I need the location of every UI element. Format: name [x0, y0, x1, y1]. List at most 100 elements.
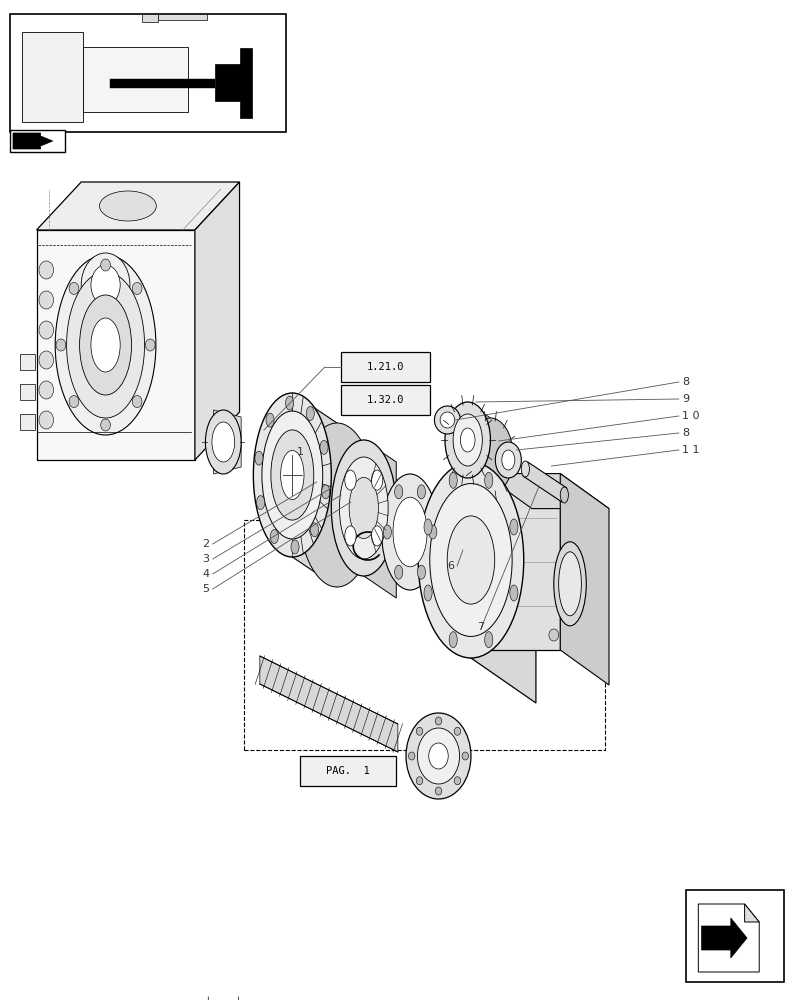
- Text: 8: 8: [681, 428, 689, 438]
- Ellipse shape: [393, 497, 427, 567]
- Polygon shape: [744, 904, 758, 922]
- Ellipse shape: [55, 255, 156, 435]
- Polygon shape: [701, 918, 746, 958]
- Bar: [243, 520, 604, 750]
- Polygon shape: [109, 79, 215, 88]
- Ellipse shape: [270, 530, 278, 544]
- Polygon shape: [142, 14, 158, 22]
- Ellipse shape: [145, 339, 155, 351]
- Ellipse shape: [39, 291, 54, 309]
- Ellipse shape: [428, 743, 448, 769]
- Polygon shape: [260, 656, 397, 752]
- Ellipse shape: [440, 412, 454, 428]
- Text: 2: 2: [202, 539, 209, 549]
- Ellipse shape: [290, 540, 298, 554]
- Bar: [685, 890, 783, 982]
- Bar: [10, 14, 285, 132]
- Ellipse shape: [132, 396, 142, 408]
- Text: 1 0: 1 0: [681, 411, 699, 421]
- Ellipse shape: [39, 351, 54, 369]
- Ellipse shape: [418, 462, 523, 658]
- Ellipse shape: [509, 519, 517, 535]
- Ellipse shape: [320, 440, 328, 454]
- Ellipse shape: [67, 272, 144, 418]
- Ellipse shape: [256, 496, 264, 510]
- Ellipse shape: [429, 484, 512, 636]
- Ellipse shape: [101, 259, 110, 271]
- Bar: [22, 32, 83, 122]
- Ellipse shape: [416, 777, 423, 785]
- Ellipse shape: [262, 411, 322, 539]
- Ellipse shape: [253, 393, 331, 557]
- Ellipse shape: [349, 477, 378, 539]
- Ellipse shape: [306, 406, 314, 420]
- Bar: [83, 47, 188, 112]
- Polygon shape: [36, 230, 195, 460]
- Ellipse shape: [281, 450, 303, 500]
- Ellipse shape: [345, 470, 356, 490]
- Text: 7: 7: [477, 622, 484, 632]
- Bar: [20, 354, 35, 370]
- Text: PAG.  1: PAG. 1: [326, 766, 370, 776]
- Ellipse shape: [560, 487, 568, 503]
- Ellipse shape: [39, 381, 54, 399]
- Ellipse shape: [69, 396, 79, 408]
- Ellipse shape: [548, 629, 558, 641]
- Ellipse shape: [447, 516, 494, 604]
- Polygon shape: [363, 440, 396, 598]
- Bar: [341, 352, 430, 382]
- Ellipse shape: [453, 727, 460, 735]
- Ellipse shape: [448, 472, 457, 488]
- Ellipse shape: [435, 787, 441, 795]
- Text: 1.32.0: 1.32.0: [367, 395, 404, 405]
- Text: 3: 3: [202, 554, 209, 564]
- Ellipse shape: [460, 428, 474, 452]
- Ellipse shape: [39, 261, 54, 279]
- Polygon shape: [158, 14, 207, 20]
- Ellipse shape: [394, 485, 402, 499]
- Text: 6: 6: [447, 561, 454, 571]
- Ellipse shape: [39, 321, 54, 339]
- Text: 1: 1: [297, 447, 303, 457]
- Ellipse shape: [423, 519, 431, 535]
- Ellipse shape: [434, 406, 460, 434]
- Ellipse shape: [521, 461, 529, 477]
- Bar: [10, 130, 65, 152]
- Ellipse shape: [205, 410, 241, 474]
- Ellipse shape: [501, 450, 514, 470]
- Ellipse shape: [558, 552, 581, 616]
- Ellipse shape: [331, 440, 396, 576]
- Ellipse shape: [371, 470, 382, 490]
- Ellipse shape: [56, 339, 66, 351]
- Ellipse shape: [435, 717, 441, 725]
- Ellipse shape: [383, 525, 391, 539]
- Ellipse shape: [416, 727, 423, 735]
- Ellipse shape: [495, 442, 521, 478]
- Text: 1.21.0: 1.21.0: [367, 362, 404, 372]
- Ellipse shape: [345, 526, 356, 546]
- Ellipse shape: [417, 728, 459, 784]
- Polygon shape: [215, 48, 251, 118]
- Ellipse shape: [339, 457, 388, 559]
- Polygon shape: [195, 182, 239, 460]
- Bar: [20, 384, 35, 400]
- Text: 4: 4: [202, 569, 209, 579]
- Ellipse shape: [266, 413, 274, 427]
- Polygon shape: [522, 462, 566, 502]
- Polygon shape: [467, 402, 490, 494]
- Ellipse shape: [69, 282, 79, 294]
- Text: 8: 8: [681, 377, 689, 387]
- Ellipse shape: [298, 423, 375, 587]
- Ellipse shape: [371, 526, 382, 546]
- Ellipse shape: [310, 523, 318, 537]
- Polygon shape: [470, 462, 535, 703]
- Ellipse shape: [467, 418, 513, 494]
- Polygon shape: [483, 474, 560, 650]
- Ellipse shape: [271, 430, 313, 520]
- Ellipse shape: [394, 565, 402, 579]
- Polygon shape: [13, 133, 53, 149]
- Ellipse shape: [509, 585, 517, 601]
- Ellipse shape: [285, 396, 294, 410]
- Ellipse shape: [428, 525, 436, 539]
- Ellipse shape: [39, 411, 54, 429]
